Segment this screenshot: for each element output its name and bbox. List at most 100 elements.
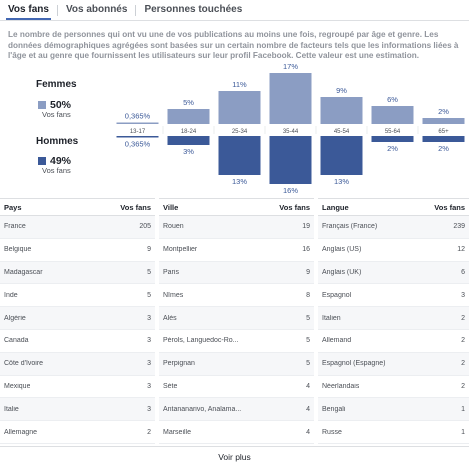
row-name: Anglais (UK) bbox=[322, 268, 362, 276]
men-bar-label: 2% bbox=[438, 144, 449, 153]
see-more-button[interactable]: Voir plus bbox=[0, 446, 469, 466]
table-body: France 205 Belgique 9 Madagascar 5 Inde 5 Algéri… bbox=[0, 216, 155, 444]
row-name: France bbox=[4, 223, 26, 231]
column-header-name[interactable]: Langue bbox=[322, 202, 349, 212]
description-text: Le nombre de personnes qui ont vu une de… bbox=[8, 30, 459, 60]
women-bar[interactable] bbox=[320, 97, 363, 124]
row-name: Italien bbox=[322, 314, 341, 322]
women-bar-label: 5% bbox=[183, 98, 194, 107]
women-bar[interactable] bbox=[422, 118, 465, 124]
row-name: Bengali bbox=[322, 405, 346, 413]
table-body: Rouen 19 Montpellier 16 Paris 9 Nîmes 8 Alès 5 Pér… bbox=[159, 216, 314, 444]
men-bar[interactable] bbox=[167, 136, 210, 145]
women-bar-label: 17% bbox=[283, 62, 298, 71]
row-value: 8 bbox=[306, 291, 310, 299]
table-row: Français (France) 239 bbox=[318, 216, 469, 239]
tab-bar: Vos fans Vos abonnés Personnes touchées bbox=[0, 0, 469, 20]
row-value: 5 bbox=[147, 291, 151, 299]
row-value: 3 bbox=[461, 291, 465, 299]
row-name: Russe bbox=[322, 428, 342, 436]
men-bar[interactable] bbox=[320, 136, 363, 175]
men-label: Hommes bbox=[36, 136, 79, 147]
row-value: 3 bbox=[147, 337, 151, 345]
row-value: 4 bbox=[306, 428, 310, 436]
row-name: Marseille bbox=[163, 428, 192, 436]
row-value: 1 bbox=[461, 405, 465, 413]
row-value: 4 bbox=[306, 405, 310, 413]
row-name: Canada bbox=[4, 337, 29, 345]
column-header-name[interactable]: Pays bbox=[4, 202, 22, 212]
women-bar[interactable] bbox=[218, 91, 261, 124]
women-bar[interactable] bbox=[116, 122, 159, 125]
row-value: 2 bbox=[461, 314, 465, 322]
age-category-label: 45-54 bbox=[334, 129, 350, 135]
table-row: Alès 5 bbox=[159, 307, 314, 330]
row-value: 9 bbox=[147, 246, 151, 254]
row-name: Paris bbox=[163, 268, 179, 276]
table-ville: Ville Vos fans Rouen 19 Montpellier 16 Paris 9 N… bbox=[159, 198, 314, 444]
men-percent-value: 49% bbox=[50, 155, 72, 167]
table-row: Antananarivo, Analama... 4 bbox=[159, 398, 314, 422]
table-row: Anglais (UK) 6 bbox=[318, 261, 469, 285]
table-body: Français (France) 239 Anglais (US) 12 Anglai… bbox=[318, 216, 469, 444]
row-value: 3 bbox=[147, 405, 151, 413]
row-value: 2 bbox=[147, 428, 151, 436]
row-value: 5 bbox=[306, 360, 310, 368]
men-bar-label: 13% bbox=[334, 177, 349, 186]
column-header-value[interactable]: Vos fans bbox=[434, 202, 465, 212]
age-category-label: 25-34 bbox=[232, 129, 248, 135]
row-name: Espagnol bbox=[322, 291, 352, 299]
table-row: Espagnol (Espagne) 2 bbox=[318, 352, 469, 376]
row-name: Allemagne bbox=[4, 428, 38, 436]
table-row: Montpellier 16 bbox=[159, 239, 314, 262]
row-name: Alès bbox=[163, 314, 177, 322]
men-bar[interactable] bbox=[371, 136, 414, 142]
column-header-name[interactable]: Ville bbox=[163, 202, 179, 212]
table-row: Paris 9 bbox=[159, 261, 314, 285]
women-bar-label: 9% bbox=[336, 86, 347, 95]
men-bar[interactable] bbox=[269, 136, 312, 184]
row-value: 3 bbox=[147, 314, 151, 322]
table-row: Nîmes 8 bbox=[159, 284, 314, 308]
tab-vos-abonnes[interactable]: Vos abonnés bbox=[65, 4, 128, 15]
tab-personnes-touchees[interactable]: Personnes touchées bbox=[144, 4, 243, 15]
row-name: Antananarivo, Analama... bbox=[163, 405, 242, 413]
women-bar[interactable] bbox=[269, 73, 312, 124]
column-header-value[interactable]: Vos fans bbox=[120, 202, 151, 212]
column-header-value[interactable]: Vos fans bbox=[279, 202, 310, 212]
row-name: Inde bbox=[4, 291, 18, 299]
age-label-band bbox=[112, 124, 469, 136]
men-bar[interactable] bbox=[116, 136, 159, 138]
row-value: 2 bbox=[461, 360, 465, 368]
row-value: 5 bbox=[306, 314, 310, 322]
row-value: 5 bbox=[306, 337, 310, 345]
row-name: Algérie bbox=[4, 314, 26, 322]
men-bar[interactable] bbox=[422, 136, 465, 142]
tab-divider bbox=[56, 5, 58, 16]
women-sub-label: Vos fans bbox=[42, 110, 71, 119]
row-value: 6 bbox=[461, 268, 465, 276]
table-row: Italien 2 bbox=[318, 307, 469, 330]
row-name: Madagascar bbox=[4, 268, 43, 276]
tab-vos-fans[interactable]: Vos fans bbox=[0, 0, 57, 20]
row-name: Belgique bbox=[4, 246, 32, 254]
men-bar-label: 13% bbox=[232, 177, 247, 186]
table-header: Langue Vos fans bbox=[318, 198, 469, 216]
row-name: Allemand bbox=[322, 337, 352, 345]
table-row: Anglais (US) 12 bbox=[318, 239, 469, 262]
women-bar[interactable] bbox=[371, 106, 414, 124]
row-value: 1 bbox=[461, 428, 465, 436]
table-row: Sète 4 bbox=[159, 376, 314, 399]
row-value: 12 bbox=[457, 246, 465, 254]
row-value: 2 bbox=[461, 382, 465, 390]
table-langue: Langue Vos fans Français (France) 239 Anglai… bbox=[318, 198, 469, 444]
women-bar[interactable] bbox=[167, 109, 210, 124]
table-row: Belgique 9 bbox=[0, 239, 155, 262]
men-bar[interactable] bbox=[218, 136, 261, 175]
row-name: Mexique bbox=[4, 382, 31, 390]
row-name: Espagnol (Espagne) bbox=[322, 360, 386, 368]
row-value: 4 bbox=[306, 382, 310, 390]
women-bar-label: 0,365% bbox=[125, 112, 151, 121]
table-row: Allemand 2 bbox=[318, 330, 469, 353]
table-row: Allemagne 2 bbox=[0, 421, 155, 444]
